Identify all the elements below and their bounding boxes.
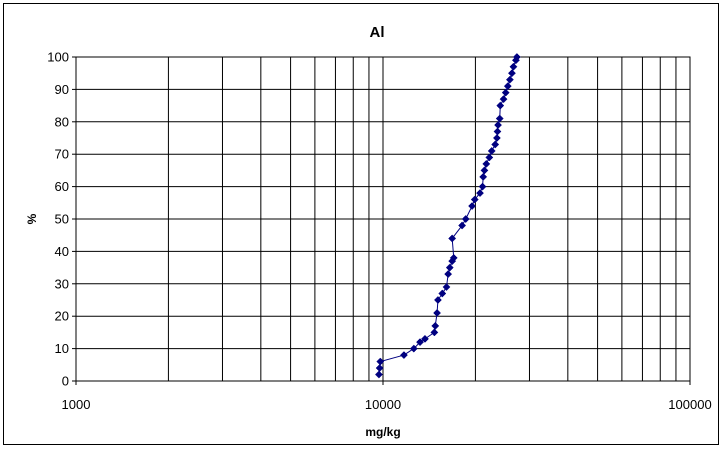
data-point-marker [433, 296, 442, 304]
data-point-marker [482, 159, 491, 168]
data-point-marker [438, 289, 447, 298]
data-point-marker [409, 344, 418, 353]
y-tick-labels: 0 10 20 30 40 50 60 70 80 90 100 [47, 50, 76, 389]
x-tick-label: 10000 [365, 397, 401, 412]
data-point-marker [485, 153, 494, 162]
x-tick-labels: 1000 10000 100000 [62, 381, 712, 412]
data-point-marker [442, 283, 451, 291]
y-tick-label: 100 [47, 50, 69, 65]
y-tick-label: 30 [55, 276, 69, 291]
data-point-marker [470, 195, 479, 204]
y-tick-label: 50 [55, 212, 69, 227]
data-point-marker [479, 172, 488, 181]
data-point-marker [507, 69, 516, 78]
data-point-marker [491, 140, 500, 149]
y-tick-label: 70 [55, 147, 69, 162]
y-tick-label: 60 [55, 179, 69, 194]
data-point-marker [445, 263, 454, 272]
data-point-marker [503, 82, 512, 91]
data-point-marker [494, 121, 503, 129]
data-point-marker [448, 234, 457, 243]
data-point-marker [480, 166, 489, 175]
chart-title: Al [370, 24, 385, 41]
y-tick-label: 40 [55, 244, 69, 259]
data-point-marker [431, 321, 440, 330]
data-point-marker [444, 270, 453, 279]
data-point-marker [433, 309, 442, 317]
y-tick-label: 10 [55, 341, 69, 356]
data-point-marker [495, 114, 504, 123]
data-point-marker [421, 334, 429, 343]
data-point-marker [416, 338, 424, 347]
data-point-marker [512, 53, 521, 61]
data-point-marker [505, 75, 514, 84]
data-point-marker [376, 357, 385, 366]
series-line [378, 56, 518, 375]
y-axis-label: % [25, 213, 39, 224]
data-point-marker [509, 62, 518, 71]
data-point-marker [487, 147, 496, 155]
data-point-marker [430, 328, 439, 337]
chart-frame: Al 0 10 20 30 40 50 60 70 80 90 100 1000 10000 10000… [3, 3, 719, 445]
al-chart: Al 0 10 20 30 40 50 60 70 80 90 100 1000 10000 10000… [25, 24, 712, 439]
data-point-marker [499, 95, 508, 104]
data-point-marker [501, 88, 510, 97]
data-series [374, 53, 521, 379]
x-tick-label: 1000 [62, 397, 91, 412]
y-tick-label: 20 [55, 309, 69, 324]
data-point-marker [374, 370, 383, 379]
data-point-marker [399, 351, 408, 360]
y-tick-label: 0 [62, 374, 69, 389]
x-tick-label: 100000 [668, 397, 711, 412]
data-point-marker [375, 364, 384, 372]
data-point-marker [461, 215, 470, 223]
data-point-marker [493, 127, 502, 136]
x-axis-label: mg/kg [365, 425, 400, 439]
data-point-marker [449, 253, 458, 262]
data-point-marker [458, 221, 467, 230]
y-tick-label: 90 [55, 82, 69, 97]
data-point-marker [496, 101, 505, 110]
gridlines [76, 57, 690, 381]
y-tick-label: 80 [55, 114, 69, 129]
data-point-marker [476, 189, 484, 198]
data-point-marker [478, 182, 487, 191]
data-point-marker [468, 202, 476, 210]
data-point-marker [492, 134, 501, 142]
